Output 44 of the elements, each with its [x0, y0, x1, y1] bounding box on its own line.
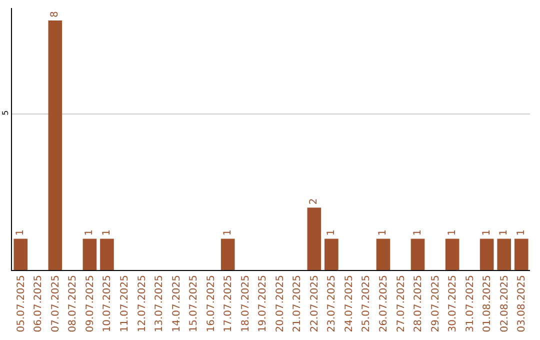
- data-label: 1: [446, 229, 458, 236]
- x-tick-label: 17.07.2025: [223, 275, 234, 332]
- x-tick-label: 09.07.2025: [84, 275, 96, 332]
- x-tick-label: 08.07.2025: [68, 275, 79, 332]
- x-tick-label: 24.07.2025: [344, 275, 355, 332]
- data-label: 2: [308, 198, 320, 205]
- data-label: 1: [498, 229, 510, 236]
- x-tick-label: 18.07.2025: [240, 275, 252, 332]
- x-tick-label: 31.07.2025: [464, 275, 476, 332]
- x-tick-label: 01.08.2025: [482, 275, 494, 332]
- data-label: 1: [326, 229, 337, 236]
- data-label: 1: [84, 229, 96, 236]
- data-label: 1: [15, 229, 26, 236]
- x-tick-label: 06.07.2025: [33, 275, 44, 332]
- x-tick-label: 27.07.2025: [396, 275, 407, 332]
- data-label: 1: [481, 229, 492, 236]
- x-tick-label: 20.07.2025: [274, 275, 286, 332]
- data-label: 1: [516, 229, 527, 236]
- x-tick-label: 03.08.2025: [516, 275, 528, 332]
- x-tick-label: 28.07.2025: [413, 275, 424, 332]
- data-label: 1: [101, 229, 112, 236]
- x-tick-label: 14.07.2025: [171, 275, 182, 332]
- x-tick-label: 25.07.2025: [361, 275, 372, 332]
- y-tick-label: 5: [0, 110, 10, 116]
- x-tick-label: 23.07.2025: [326, 275, 338, 332]
- data-label: 8: [50, 11, 61, 18]
- x-tick-label: 15.07.2025: [188, 275, 200, 332]
- x-tick-label: 26.07.2025: [378, 275, 390, 332]
- x-tick-label: 02.08.2025: [499, 275, 510, 332]
- data-label: 1: [412, 229, 424, 236]
- x-tick-label: 30.07.2025: [448, 275, 459, 332]
- x-tick-label: 07.07.2025: [50, 275, 62, 332]
- x-tick-label: 05.07.2025: [16, 275, 27, 332]
- data-label: 1: [378, 229, 389, 236]
- data-label: 1: [222, 229, 234, 236]
- x-tick-label: 12.07.2025: [136, 275, 148, 332]
- x-tick-label: 10.07.2025: [102, 275, 114, 332]
- x-tick-label: 29.07.2025: [430, 275, 442, 332]
- x-tick-label: 22.07.2025: [309, 275, 320, 332]
- x-tick-label: 19.07.2025: [258, 275, 269, 332]
- x-tick-label: 11.07.2025: [119, 275, 130, 332]
- x-tick-label: 13.07.2025: [154, 275, 166, 332]
- x-tick-label: 16.07.2025: [206, 275, 217, 332]
- x-tick-label: 21.07.2025: [292, 275, 304, 332]
